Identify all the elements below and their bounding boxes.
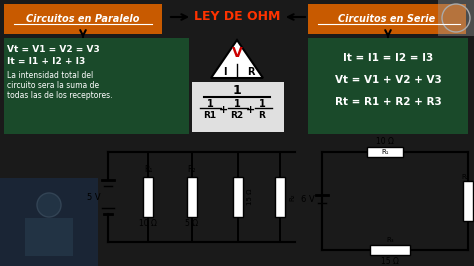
Text: todas las de los receptores.: todas las de los receptores. <box>7 92 112 101</box>
Text: 15 Ω: 15 Ω <box>381 256 399 265</box>
Text: R2: R2 <box>230 110 244 119</box>
Bar <box>367 147 403 157</box>
Text: La intensidad total del: La intensidad total del <box>7 72 93 81</box>
Bar <box>192 82 284 132</box>
Bar <box>187 177 197 217</box>
Text: 5 Ω: 5 Ω <box>185 219 199 228</box>
Bar <box>4 4 162 34</box>
Text: Circuitos en Paralelo: Circuitos en Paralelo <box>26 14 140 24</box>
Text: Rt = R1 + R2 + R3: Rt = R1 + R2 + R3 <box>335 97 441 107</box>
Text: It = I1 = I2 = I3: It = I1 = I2 = I3 <box>343 53 433 63</box>
Circle shape <box>37 193 61 217</box>
Text: 10 Ω: 10 Ω <box>376 136 394 146</box>
Text: 6 V: 6 V <box>301 194 315 203</box>
Text: 15 Ω: 15 Ω <box>247 189 253 205</box>
Text: +: + <box>219 105 228 115</box>
Text: LEY DE OHM: LEY DE OHM <box>194 10 280 23</box>
Polygon shape <box>211 40 263 78</box>
Text: V: V <box>232 46 242 60</box>
Text: R₁: R₁ <box>381 149 389 155</box>
Text: Circuitos en Serie: Circuitos en Serie <box>338 14 436 24</box>
Bar <box>438 0 474 36</box>
Bar <box>143 177 153 217</box>
Text: R₃: R₃ <box>386 237 394 243</box>
Bar <box>275 177 285 217</box>
Text: R₂: R₂ <box>289 193 295 201</box>
Text: It = I1 + I2 + I3: It = I1 + I2 + I3 <box>7 57 85 66</box>
Text: R₁: R₁ <box>144 165 152 174</box>
Text: 1: 1 <box>234 99 240 109</box>
Text: 10 Ω: 10 Ω <box>139 219 157 228</box>
Text: I: I <box>223 67 227 77</box>
Bar <box>308 38 468 134</box>
Text: +: + <box>246 105 255 115</box>
Text: Vt = V1 + V2 + V3: Vt = V1 + V2 + V3 <box>335 75 441 85</box>
Text: R: R <box>258 110 265 119</box>
Bar <box>4 38 189 134</box>
Bar <box>463 181 473 221</box>
Text: 5 V: 5 V <box>87 193 101 202</box>
Text: circuito sera la suma de: circuito sera la suma de <box>7 81 99 90</box>
Text: R₂: R₂ <box>461 174 469 180</box>
Bar <box>308 4 466 34</box>
Text: 1: 1 <box>207 99 213 109</box>
Text: Vt = V1 = V2 = V3: Vt = V1 = V2 = V3 <box>7 45 100 55</box>
Bar <box>25 218 73 256</box>
Text: 1: 1 <box>259 99 265 109</box>
Bar <box>233 177 243 217</box>
Bar <box>370 245 410 255</box>
Text: R1: R1 <box>203 110 217 119</box>
Text: R₂: R₂ <box>188 165 196 174</box>
Text: R: R <box>247 67 255 77</box>
Text: 1: 1 <box>233 85 241 98</box>
Bar <box>0 178 98 266</box>
